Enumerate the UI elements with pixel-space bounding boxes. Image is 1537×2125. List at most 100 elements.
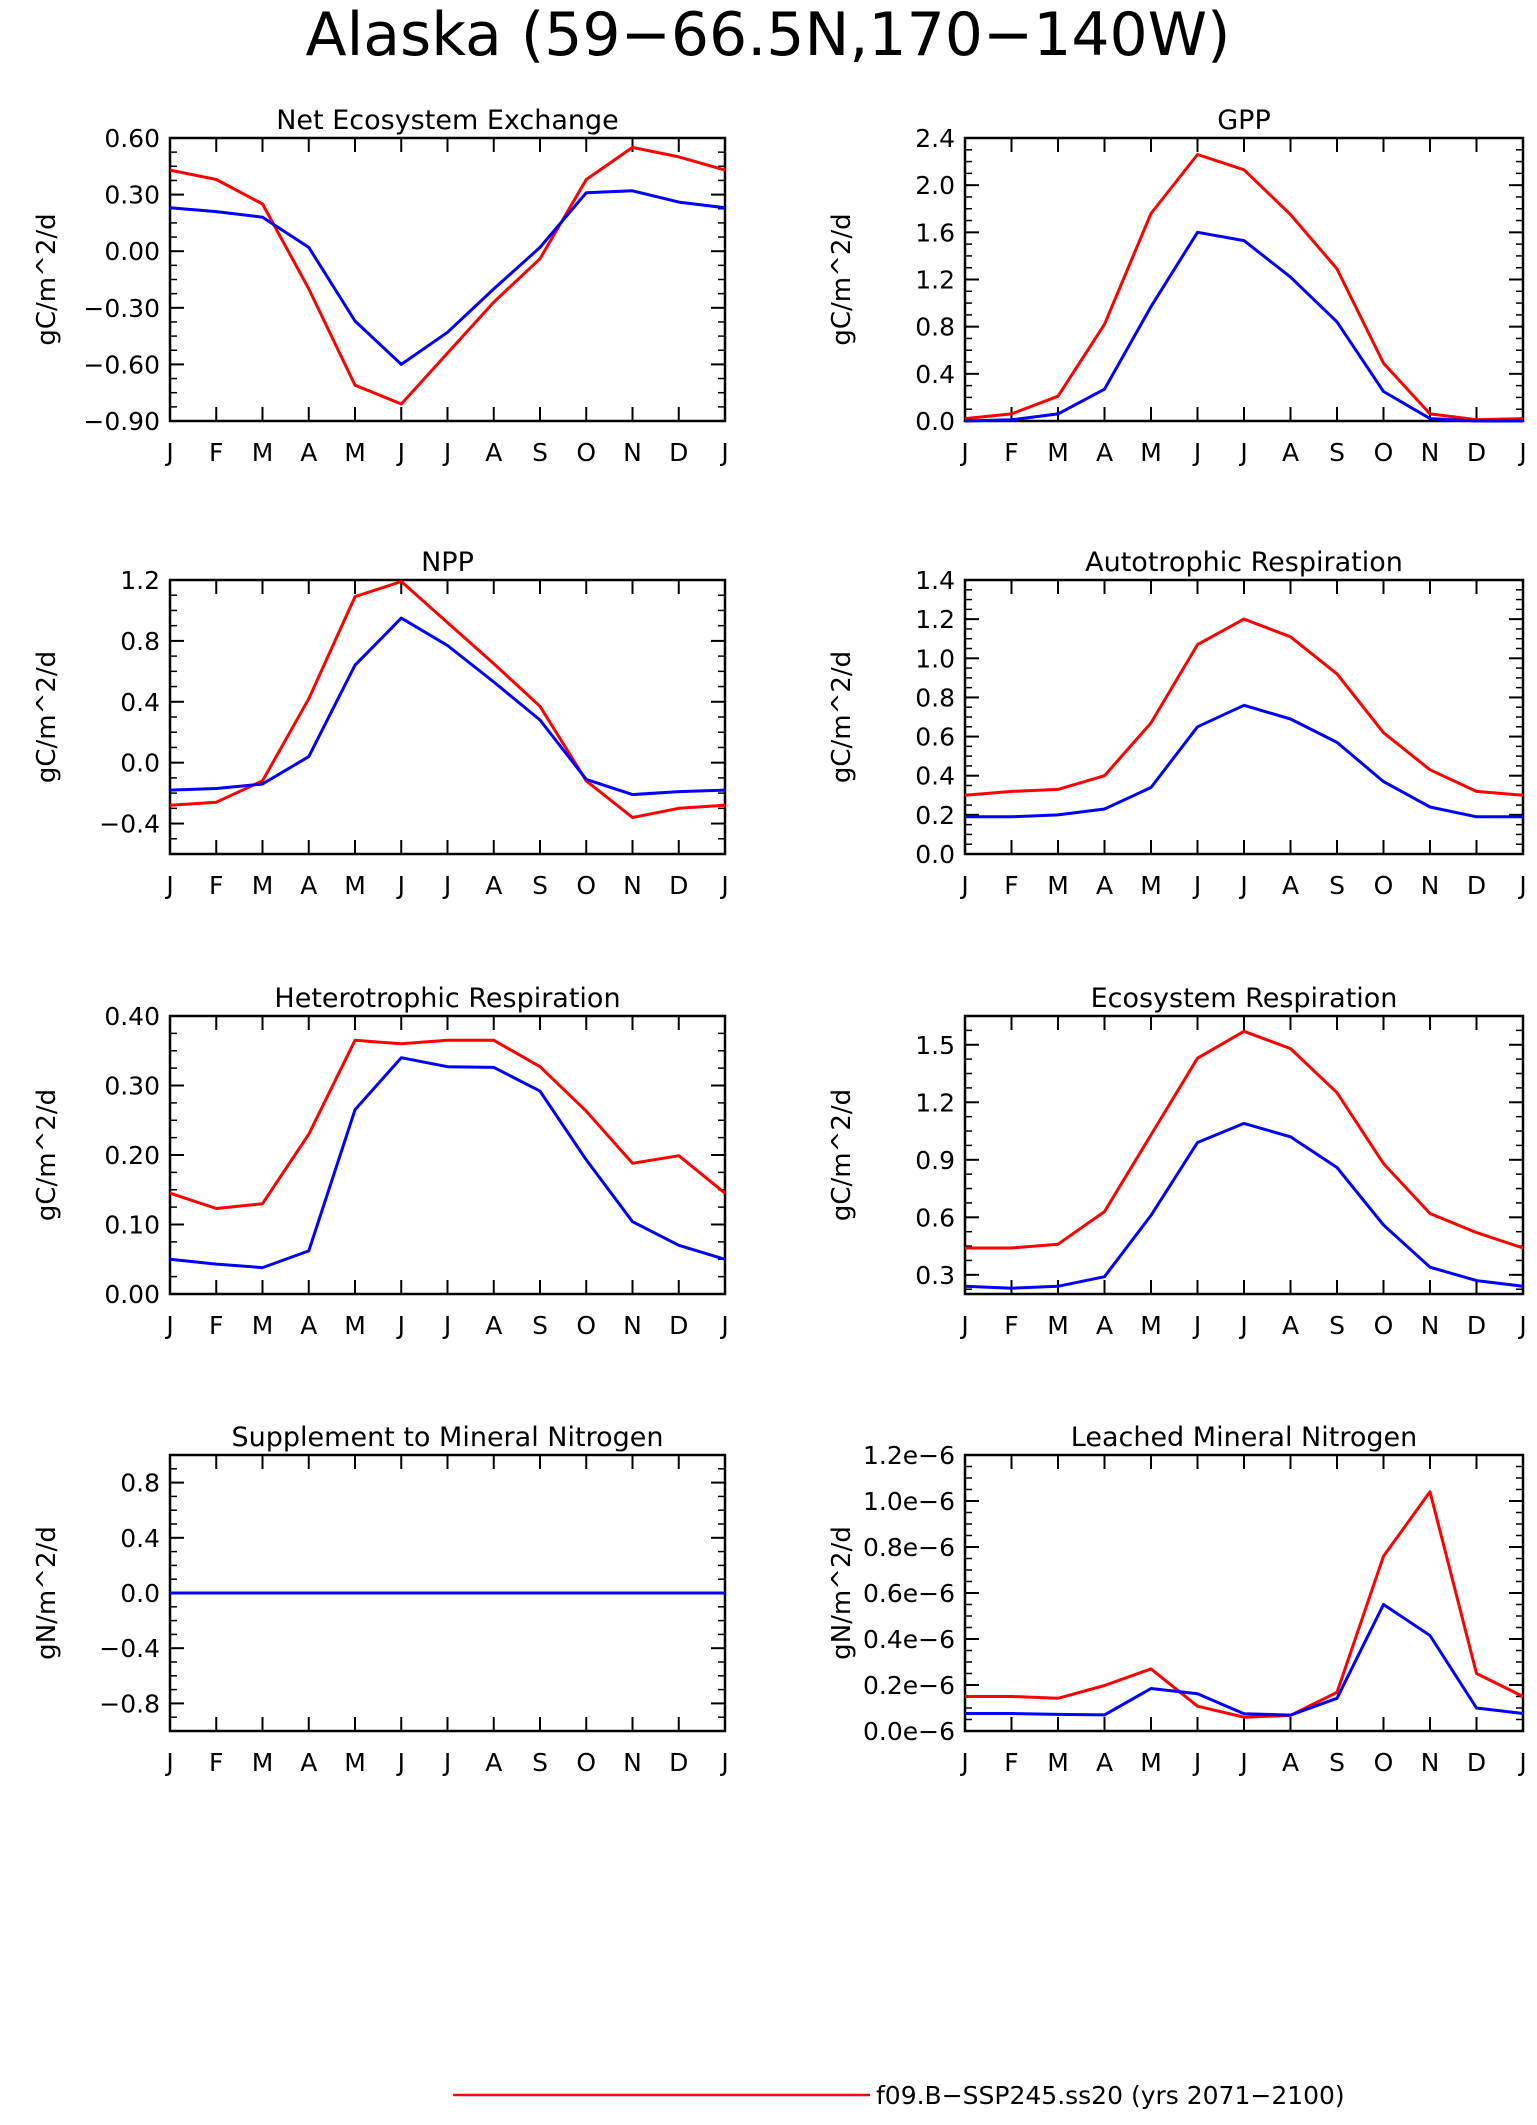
chart-npp-xtick-label: M bbox=[252, 871, 274, 900]
chart-autotrophic-respiration-ytick-label: 0.0 bbox=[915, 840, 955, 869]
chart-leached-mineral-nitrogen-ytick-label: 0.0e−6 bbox=[863, 1717, 955, 1746]
chart-supplement-to-mineral-nitrogen-xtick-label: J bbox=[719, 1748, 728, 1777]
chart-leached-mineral-nitrogen-xtick-label: O bbox=[1374, 1748, 1394, 1777]
chart-leached-mineral-nitrogen-xtick-label: M bbox=[1047, 1748, 1069, 1777]
chart-net-ecosystem-exchange-xtick-label: N bbox=[623, 438, 642, 467]
chart-leached-mineral-nitrogen-title: Leached Mineral Nitrogen bbox=[1071, 1422, 1417, 1453]
chart-supplement-to-mineral-nitrogen-xtick-label: A bbox=[300, 1748, 317, 1777]
chart-supplement-to-mineral-nitrogen-xtick-label: J bbox=[442, 1748, 451, 1777]
chart-supplement-to-mineral-nitrogen-ytick-label: 0.0 bbox=[120, 1579, 160, 1608]
chart-heterotrophic-respiration-xtick-label: A bbox=[485, 1311, 502, 1340]
chart-npp-xtick-label: J bbox=[442, 871, 451, 900]
chart-autotrophic-respiration-series-1-line bbox=[965, 703, 1523, 819]
chart-autotrophic-respiration-ytick-label: 0.2 bbox=[915, 801, 955, 830]
chart-npp-xtick-label: O bbox=[576, 871, 596, 900]
chart-autotrophic-respiration-xtick-label: M bbox=[1140, 871, 1162, 900]
chart-net-ecosystem-exchange-series-1-line bbox=[169, 189, 726, 366]
chart-npp-xtick-label: A bbox=[300, 871, 317, 900]
chart-leached-mineral-nitrogen-frame bbox=[963, 1453, 1525, 1733]
chart-gpp-ytick-label: 2.4 bbox=[915, 124, 955, 153]
legend: f09.B−SSP245.ss20 (yrs 2071−2100) bbox=[453, 2081, 1345, 2110]
chart-gpp-xtick-label: A bbox=[1096, 438, 1113, 467]
chart-autotrophic-respiration-ytick-label: 1.2 bbox=[915, 605, 955, 634]
chart-npp-ytick-label: 0.0 bbox=[120, 749, 160, 778]
chart-net-ecosystem-exchange-frame bbox=[168, 136, 727, 423]
chart-supplement-to-mineral-nitrogen-ytick-label: −0.8 bbox=[99, 1689, 160, 1718]
chart-gpp-series-1-line bbox=[964, 230, 1523, 423]
chart-heterotrophic-respiration-ytick-label: 0.20 bbox=[104, 1141, 160, 1170]
chart-npp-ytick-label: 0.4 bbox=[120, 688, 160, 717]
chart-supplement-to-mineral-nitrogen-xtick-label: J bbox=[396, 1748, 405, 1777]
chart-ecosystem-respiration-xtick-label: J bbox=[1192, 1311, 1201, 1340]
chart-npp-xtick-label: F bbox=[209, 871, 223, 900]
chart-gpp-ylabel: gC/m^2/d bbox=[827, 213, 857, 345]
chart-leached-mineral-nitrogen-series-1-line bbox=[965, 1603, 1524, 1717]
chart-npp-xtick-label: J bbox=[719, 871, 728, 900]
chart-supplement-to-mineral-nitrogen-ytick-label: 0.8 bbox=[120, 1469, 160, 1498]
chart-ecosystem-respiration-series-0-line bbox=[965, 1029, 1524, 1250]
chart-gpp-xtick-label: O bbox=[1374, 438, 1394, 467]
chart-net-ecosystem-exchange-xtick-label: S bbox=[532, 438, 548, 467]
chart-leached-mineral-nitrogen-ytick-label: 0.2e−6 bbox=[863, 1671, 955, 1700]
chart-ecosystem-respiration-xtick-label: D bbox=[1467, 1311, 1486, 1340]
chart-heterotrophic-respiration-xtick-label: M bbox=[252, 1311, 274, 1340]
chart-autotrophic-respiration-frame bbox=[963, 578, 1525, 856]
chart-npp-xtick-label: S bbox=[532, 871, 548, 900]
chart-gpp-xtick-label: N bbox=[1421, 438, 1440, 467]
chart-leached-mineral-nitrogen-xtick-label: J bbox=[959, 1748, 968, 1777]
chart-leached-mineral-nitrogen: Leached Mineral Nitrogen gN/m^2/d 0.0e−6 0.… bbox=[827, 1422, 1527, 1777]
chart-autotrophic-respiration-xtick-label: J bbox=[1238, 871, 1247, 900]
chart-gpp-xtick-label: F bbox=[1004, 438, 1018, 467]
chart-net-ecosystem-exchange-xtick-label: F bbox=[209, 438, 223, 467]
chart-autotrophic-respiration-xtick-label: D bbox=[1467, 871, 1486, 900]
chart-supplement-to-mineral-nitrogen: Supplement to Mineral Nitrogen gN/m^2/d −0… bbox=[32, 1422, 729, 1777]
chart-npp-ytick-label: 1.2 bbox=[120, 566, 160, 595]
chart-heterotrophic-respiration-xtick-label: M bbox=[344, 1311, 366, 1340]
chart-net-ecosystem-exchange-ytick-label: 0.30 bbox=[104, 181, 160, 210]
chart-autotrophic-respiration-ytick-label: 0.6 bbox=[915, 723, 955, 752]
chart-gpp-xtick-label: M bbox=[1047, 438, 1069, 467]
chart-heterotrophic-respiration: Heterotrophic Respiration gC/m^2/d 0.00 0.1… bbox=[32, 983, 729, 1340]
chart-npp-title: NPP bbox=[421, 547, 474, 578]
panels: Net Ecosystem Exchange gC/m^2/d −0.90 −0.60… bbox=[32, 105, 1527, 1777]
chart-autotrophic-respiration-xtick-label: M bbox=[1047, 871, 1069, 900]
chart-heterotrophic-respiration-xtick-label: O bbox=[576, 1311, 596, 1340]
chart-autotrophic-respiration-ylabel: gC/m^2/d bbox=[827, 651, 857, 783]
chart-autotrophic-respiration-ytick-label: 1.0 bbox=[915, 644, 955, 673]
chart-ecosystem-respiration-frame bbox=[963, 1014, 1525, 1296]
chart-ecosystem-respiration-xtick-label: O bbox=[1374, 1311, 1394, 1340]
chart-gpp-xtick-label: J bbox=[1192, 438, 1201, 467]
chart-leached-mineral-nitrogen-xtick-label: F bbox=[1004, 1748, 1018, 1777]
chart-heterotrophic-respiration-xtick-label: D bbox=[669, 1311, 688, 1340]
chart-gpp-xtick-label: A bbox=[1282, 438, 1299, 467]
chart-supplement-to-mineral-nitrogen-xtick-label: M bbox=[252, 1748, 274, 1777]
chart-gpp-ytick-label: 1.6 bbox=[915, 218, 955, 247]
chart-supplement-to-mineral-nitrogen-xtick-label: J bbox=[164, 1748, 173, 1777]
chart-autotrophic-respiration-ytick-label: 0.4 bbox=[915, 762, 955, 791]
chart-leached-mineral-nitrogen-ytick-label: 0.6e−6 bbox=[863, 1579, 955, 1608]
chart-supplement-to-mineral-nitrogen-xtick-label: D bbox=[669, 1748, 688, 1777]
chart-npp-xtick-label: J bbox=[164, 871, 173, 900]
chart-supplement-to-mineral-nitrogen-title: Supplement to Mineral Nitrogen bbox=[232, 1422, 664, 1453]
chart-npp-series-1-line bbox=[169, 616, 726, 797]
chart-autotrophic-respiration-ytick-label: 0.8 bbox=[915, 683, 955, 712]
chart-leached-mineral-nitrogen-xtick-label: N bbox=[1421, 1748, 1440, 1777]
chart-net-ecosystem-exchange-xtick-label: J bbox=[164, 438, 173, 467]
chart-autotrophic-respiration-xtick-label: A bbox=[1282, 871, 1299, 900]
chart-gpp-ytick-label: 0.0 bbox=[915, 407, 955, 436]
chart-autotrophic-respiration: Autotrophic Respiration gC/m^2/d 0.0 0.2 0.4… bbox=[827, 547, 1527, 900]
chart-leached-mineral-nitrogen-xtick-label: M bbox=[1140, 1748, 1162, 1777]
chart-net-ecosystem-exchange-ytick-label: −0.30 bbox=[83, 294, 160, 323]
chart-npp-ytick-label: −0.4 bbox=[99, 810, 160, 839]
chart-autotrophic-respiration-xtick-label: S bbox=[1329, 871, 1345, 900]
chart-heterotrophic-respiration-ytick-label: 0.00 bbox=[104, 1280, 160, 1309]
chart-gpp-xtick-label: J bbox=[959, 438, 968, 467]
chart-heterotrophic-respiration-series-1-line bbox=[169, 1056, 726, 1270]
chart-npp-xtick-label: D bbox=[669, 871, 688, 900]
chart-gpp-ytick-label: 0.4 bbox=[915, 360, 955, 389]
chart-net-ecosystem-exchange-xtick-label: A bbox=[485, 438, 502, 467]
chart-npp-xtick-label: A bbox=[485, 871, 502, 900]
chart-heterotrophic-respiration-xtick-label: J bbox=[442, 1311, 451, 1340]
